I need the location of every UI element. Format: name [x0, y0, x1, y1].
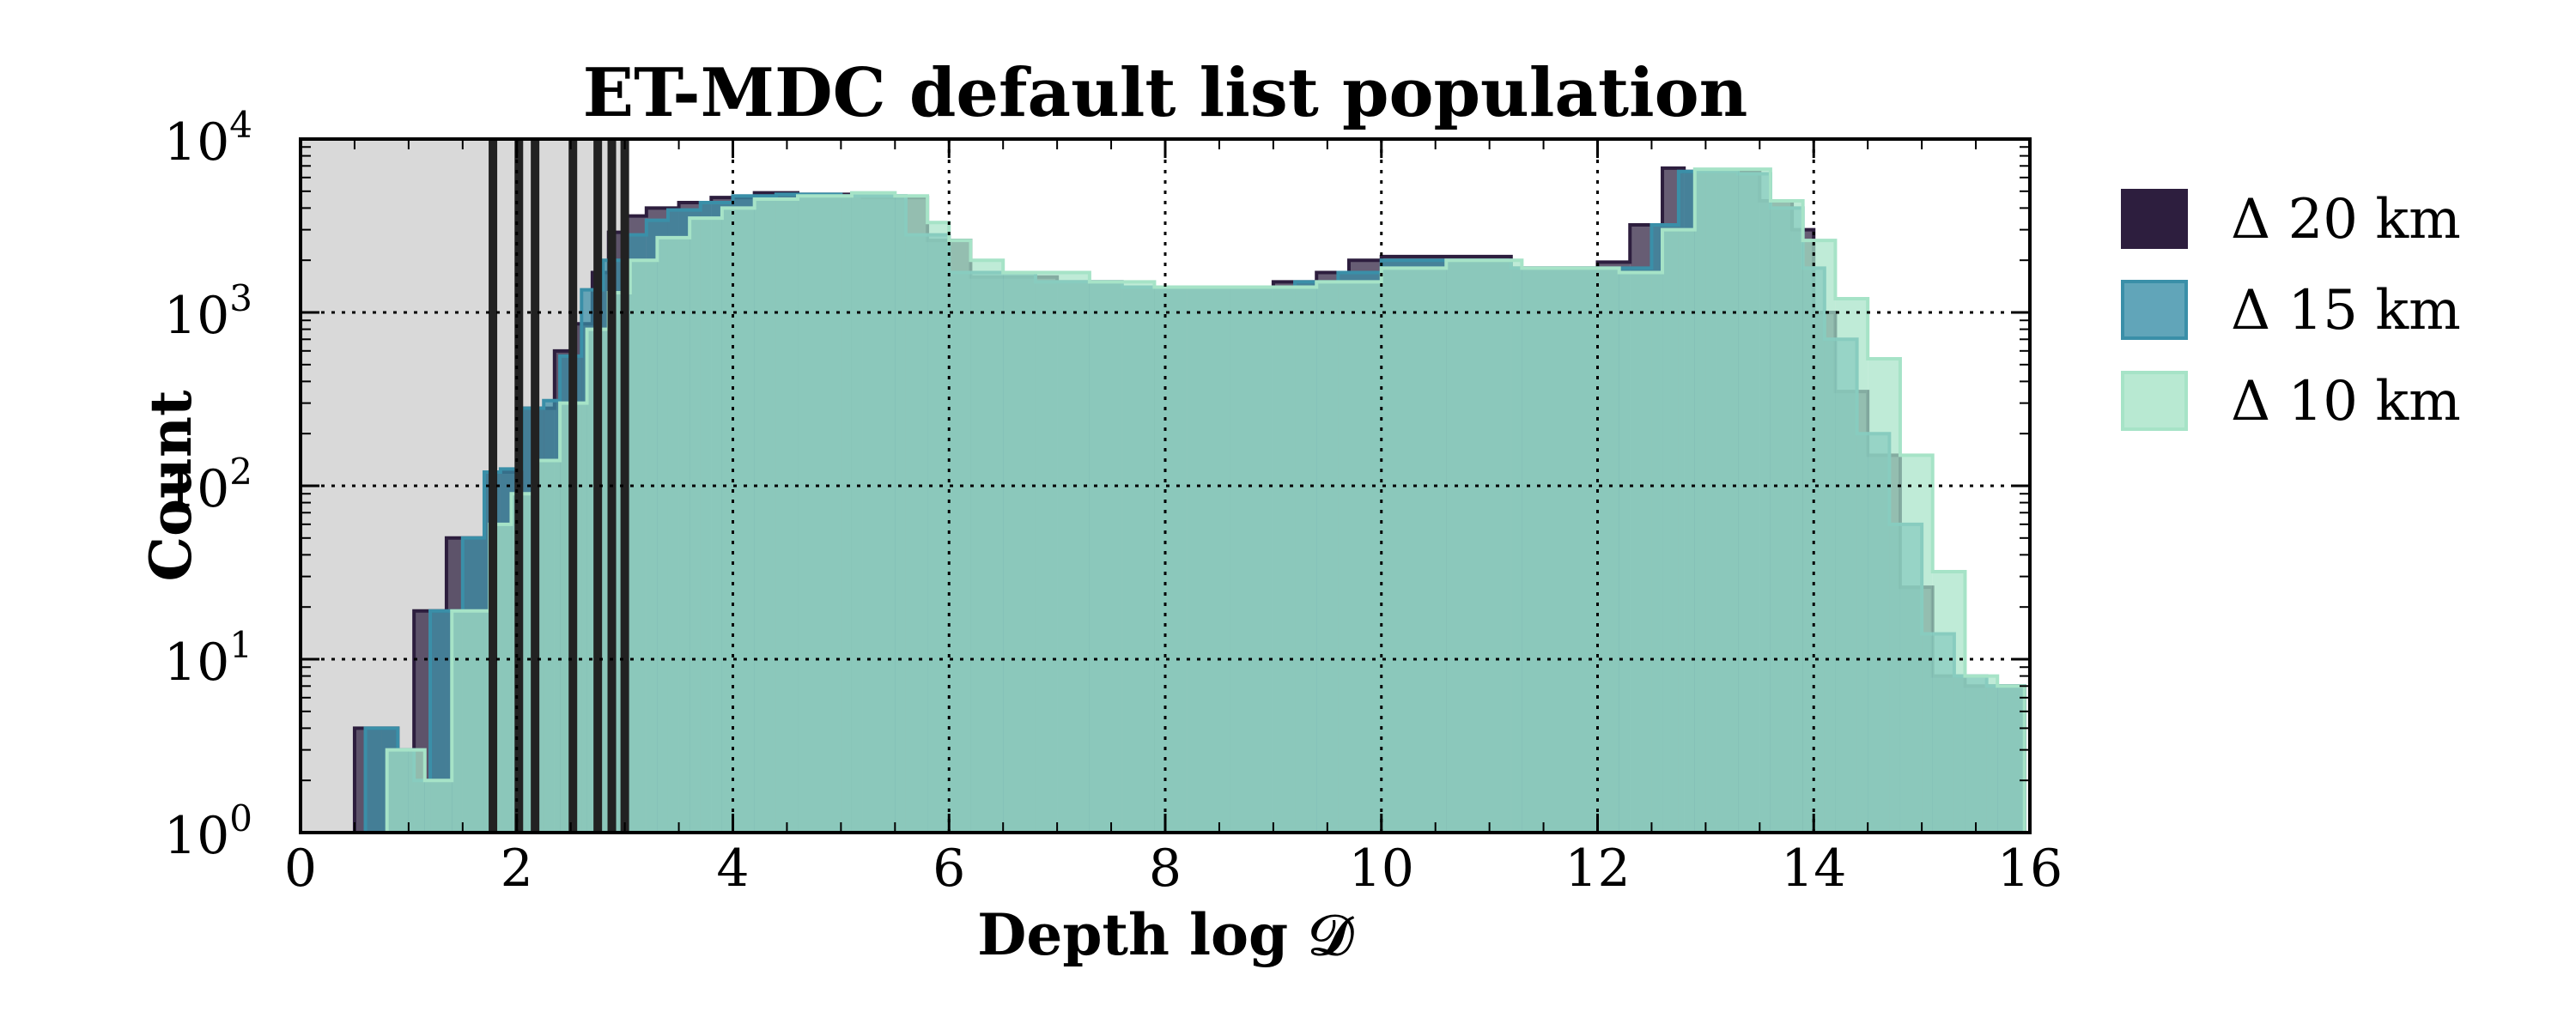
histogram-bar	[430, 610, 447, 833]
histogram-bar	[1694, 169, 1739, 833]
legend: Δ 20 km Δ 15 km Δ 10 km	[2121, 188, 2461, 433]
axis-ticks: 0 2 4 6 8 10 12 14 16 100 101 102 103 104	[164, 104, 2063, 899]
x-tick-label: 4	[716, 839, 749, 899]
histogram-bar	[629, 260, 658, 833]
histogram-bar	[1089, 282, 1155, 833]
histogram-bar	[927, 222, 950, 833]
legend-swatch	[2121, 189, 2188, 249]
x-tick-label: 12	[1564, 839, 1630, 899]
histogram-bar	[657, 237, 690, 833]
histogram-bar	[452, 610, 490, 833]
histogram-bar	[1738, 169, 1771, 833]
y-axis-label: Count	[137, 390, 204, 582]
histogram-bar	[754, 199, 799, 833]
histogram-bar	[1770, 201, 1803, 833]
x-tick-label: 0	[284, 839, 317, 899]
histogram-bar	[1835, 299, 1868, 833]
x-tick-label: 8	[1149, 839, 1182, 899]
legend-label: Δ 20 km	[2231, 188, 2461, 251]
histogram-bar	[1932, 571, 1965, 833]
histogram-bar	[1381, 268, 1447, 833]
histogram-bar	[365, 728, 382, 833]
histogram-bar	[1154, 287, 1230, 833]
y-tick-label: 103	[164, 277, 252, 346]
x-tick-label: 16	[1997, 839, 2063, 899]
chart-title: ET-MDC default list population	[583, 54, 1748, 132]
legend-label: Δ 15 km	[2231, 279, 2461, 342]
histogram-bar	[690, 218, 722, 833]
histogram-bar	[970, 260, 1004, 833]
histogram-bar	[1230, 287, 1317, 833]
y-tick-label: 101	[164, 624, 252, 693]
histogram-outline	[385, 167, 2026, 833]
histogram-bar	[1619, 272, 1663, 833]
histogram-bar	[1802, 240, 1836, 833]
histogram-bar	[1662, 229, 1695, 833]
x-axis-label: Depth log 𝒟	[977, 901, 1355, 968]
histogram-bar	[1522, 268, 1619, 833]
histogram-bar	[798, 196, 852, 833]
legend-swatch	[2121, 371, 2188, 431]
x-tick-label: 10	[1349, 839, 1414, 899]
y-tick-label: 102	[164, 451, 252, 519]
grid-lines	[301, 139, 2030, 833]
histogram-bar	[1997, 686, 2025, 833]
histogram-bar	[1316, 282, 1382, 833]
histogram-bar	[721, 208, 755, 833]
histogram-bar	[424, 780, 453, 833]
x-tick-label: 2	[501, 839, 533, 899]
legend-swatch	[2121, 280, 2188, 340]
histogram-bar	[1003, 272, 1090, 833]
histogram-bar	[1965, 676, 1998, 833]
y-tick-label: 104	[164, 104, 252, 173]
histogram-bar	[851, 192, 896, 833]
histogram-bar	[949, 240, 971, 833]
x-tick-label: 14	[1781, 839, 1846, 899]
histogram-bar	[895, 196, 928, 833]
histogram-bar	[386, 749, 409, 833]
legend-label: Δ 10 km	[2231, 370, 2461, 433]
x-tick-label: 6	[933, 839, 965, 899]
histogram-bar	[1899, 455, 1933, 833]
histogram-bar	[1446, 260, 1522, 833]
histogram-bar	[1868, 359, 1900, 833]
histogram-bar	[408, 749, 425, 833]
y-tick-label: 100	[164, 797, 252, 866]
